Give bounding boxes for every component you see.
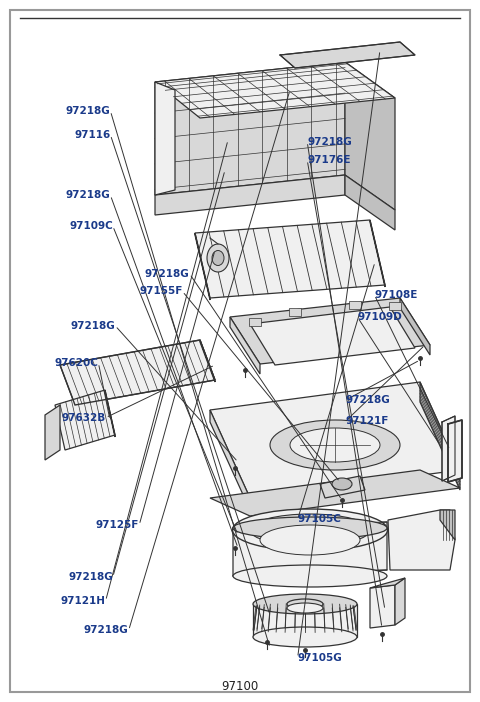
Text: 97121F: 97121F [346,416,389,426]
Text: 97109D: 97109D [358,312,402,322]
Text: 97116: 97116 [74,130,110,140]
Text: 97218G: 97218G [66,190,110,200]
Polygon shape [289,308,301,316]
Polygon shape [155,175,345,215]
Ellipse shape [233,565,387,587]
Text: 97108E: 97108E [374,290,418,300]
Text: 97218G: 97218G [145,269,190,279]
Ellipse shape [332,478,352,490]
Text: 97218G: 97218G [346,395,390,405]
Ellipse shape [253,594,357,614]
Ellipse shape [253,627,357,647]
Text: 97176E: 97176E [307,155,351,165]
Polygon shape [388,510,455,570]
Text: 97105G: 97105G [298,653,342,663]
Ellipse shape [270,420,400,470]
Polygon shape [45,405,60,460]
Polygon shape [349,301,361,309]
Ellipse shape [212,251,224,265]
Polygon shape [230,317,260,374]
Polygon shape [280,42,415,68]
Text: 97632B: 97632B [61,413,106,423]
Polygon shape [420,382,460,490]
Polygon shape [233,522,387,576]
Polygon shape [195,220,385,298]
Polygon shape [155,62,345,195]
Polygon shape [250,307,415,365]
Ellipse shape [287,603,323,613]
Polygon shape [200,340,215,382]
Polygon shape [370,578,405,588]
Polygon shape [60,340,215,405]
Text: 97100: 97100 [221,680,259,693]
Text: 97620C: 97620C [55,358,98,368]
Polygon shape [210,410,250,510]
Ellipse shape [260,525,360,555]
Text: 97125F: 97125F [96,520,139,530]
Polygon shape [440,510,455,540]
Polygon shape [400,298,430,355]
Polygon shape [210,382,460,498]
Ellipse shape [207,244,229,272]
Ellipse shape [232,509,387,551]
Text: 97218G: 97218G [84,625,129,635]
Polygon shape [442,416,455,481]
Ellipse shape [233,517,387,539]
Text: 97218G: 97218G [71,321,115,331]
Text: 97218G: 97218G [307,137,352,147]
Polygon shape [195,233,210,300]
Polygon shape [389,302,401,310]
Polygon shape [345,62,395,210]
Text: 97218G: 97218G [68,572,113,582]
Polygon shape [320,476,365,498]
Text: 97109C: 97109C [69,221,113,231]
Polygon shape [230,298,430,364]
Polygon shape [55,390,115,450]
Polygon shape [253,604,357,637]
Text: 97121H: 97121H [60,596,106,606]
Polygon shape [345,175,395,230]
Polygon shape [395,578,405,625]
Polygon shape [155,62,395,118]
Ellipse shape [250,514,370,546]
Polygon shape [448,420,462,482]
Polygon shape [249,318,261,326]
Text: 97218G: 97218G [66,106,110,116]
Ellipse shape [290,428,380,462]
Polygon shape [155,82,175,195]
Polygon shape [105,390,115,437]
Polygon shape [370,220,385,287]
Polygon shape [370,585,395,628]
Ellipse shape [287,599,323,609]
Text: 97155F: 97155F [139,286,182,296]
Text: 97105C: 97105C [298,515,341,524]
Polygon shape [210,470,460,516]
